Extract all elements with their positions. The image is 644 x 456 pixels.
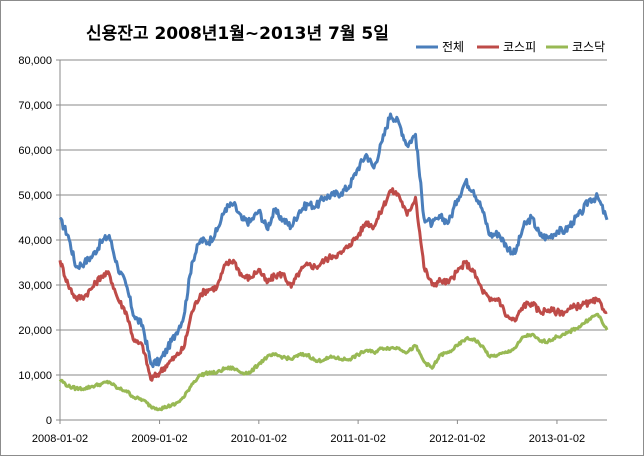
x-tick-label: 2012-01-02	[429, 433, 485, 445]
series-line	[58, 112, 609, 369]
legend-label: 전체	[442, 40, 464, 54]
y-tick-label: 70,000	[18, 100, 52, 112]
y-tick-label: 10,000	[18, 370, 52, 382]
y-tick-label: 40,000	[18, 235, 52, 247]
legend-label: 코스피	[503, 40, 536, 54]
series-line	[58, 312, 609, 412]
x-tick-label: 2011-01-02	[330, 433, 385, 445]
legend-label: 코스닥	[572, 40, 605, 54]
x-tick-label: 2013-01-02	[529, 433, 585, 445]
legend: 전체 코스피 코스닥	[416, 40, 605, 54]
y-tick-label: 30,000	[18, 280, 52, 292]
series-line	[58, 187, 608, 382]
x-tick-label: 2009-01-02	[131, 433, 187, 445]
y-axis: 0 10,000 20,000 30,000 40,000 50,000 60,000 70,…	[18, 55, 61, 427]
y-tick-label: 20,000	[18, 325, 52, 337]
y-tick-label: 50,000	[18, 190, 52, 202]
x-axis: 2008-01-02 2009-01-02 2010-01-02 2011-01-02…	[32, 419, 607, 445]
x-tick-label: 2008-01-02	[32, 433, 88, 445]
y-tick-label: 60,000	[18, 145, 52, 157]
chart-title: 신용잔고 2008년1월~2013년 7월 5일	[86, 24, 389, 44]
x-tick-label: 2010-01-02	[231, 433, 287, 445]
y-tick-label: 0	[46, 415, 52, 427]
plot-area	[58, 112, 609, 412]
y-tick-label: 80,000	[18, 55, 52, 67]
